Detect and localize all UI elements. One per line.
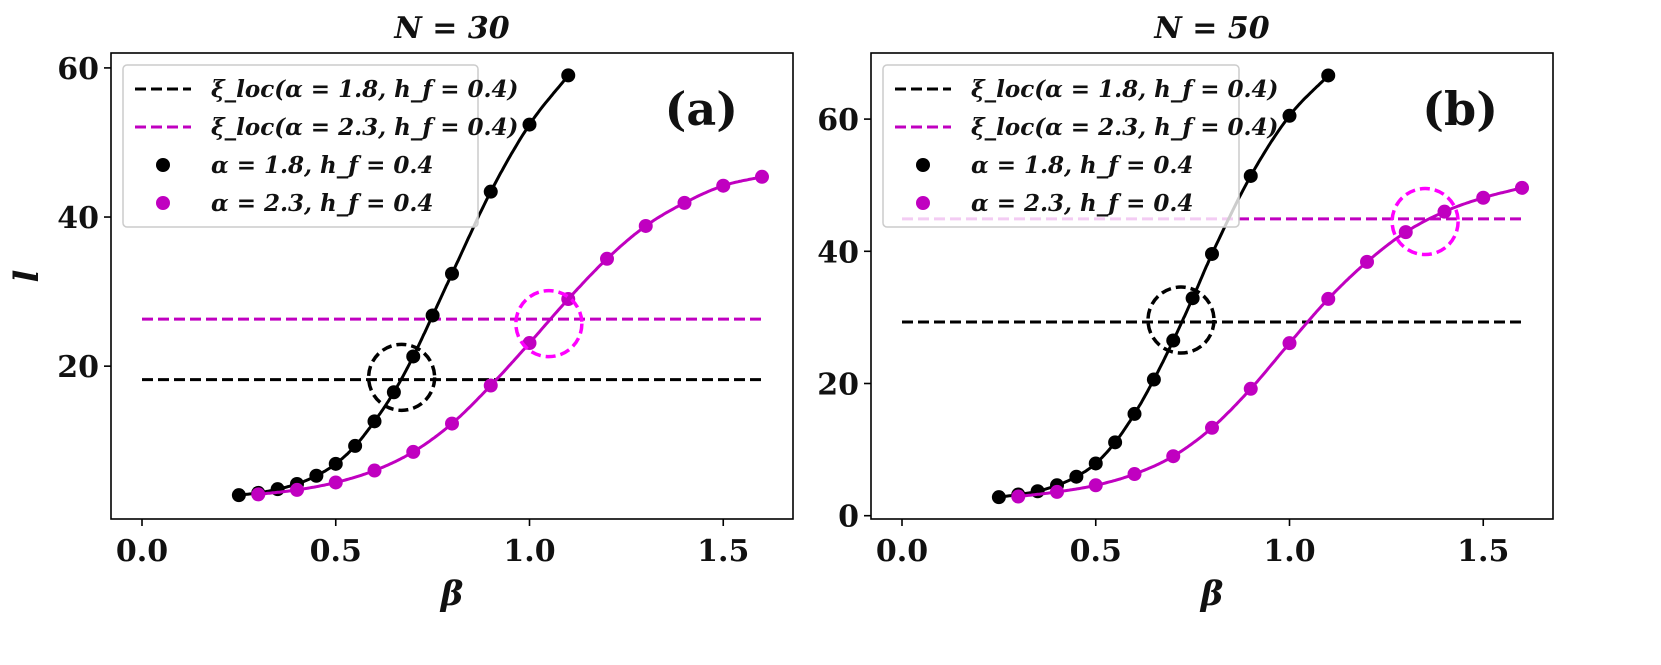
y-tick-label: 20	[57, 350, 99, 385]
data-point-alpha-1-8	[1088, 456, 1103, 471]
x-tick-label: 0.0	[876, 534, 928, 569]
legend-swatch-marker	[156, 158, 170, 172]
legend-entry-label: α = 2.3, h_f = 0.4	[971, 190, 1193, 217]
legend-entry-label: ξ_loc(α = 2.3, h_f = 0.4)	[211, 114, 518, 141]
x-tick-label: 0.0	[116, 534, 168, 569]
x-tick-label: 1.0	[1263, 534, 1315, 569]
y-tick-label: 60	[817, 103, 859, 138]
legend-entry-label: ξ_loc(α = 1.8, h_f = 0.4)	[211, 76, 518, 103]
data-point-alpha-1-8	[483, 184, 498, 199]
axes-frame	[870, 52, 1554, 520]
legend-entry-label: α = 1.8, h_f = 0.4	[211, 152, 433, 179]
data-point-alpha-2-3	[328, 475, 343, 490]
data-point-alpha-2-3	[1321, 291, 1336, 306]
legend-entry-label: α = 2.3, h_f = 0.4	[211, 190, 433, 217]
chart-panel-b: 0.0 0.5 1.0 1.5 0 20 40 60 N = 50 β ξ_loc(α = 1.8,…	[817, 11, 1554, 614]
data-point-alpha-2-3	[1166, 449, 1181, 464]
y-tick-label: 60	[57, 52, 99, 87]
data-point-alpha-2-3	[1088, 478, 1103, 493]
data-point-alpha-2-3	[406, 444, 421, 459]
data-point-alpha-2-3	[251, 487, 266, 502]
data-point-alpha-1-8	[1166, 333, 1181, 348]
data-point-alpha-1-8	[1321, 68, 1336, 83]
y-tick-label: 40	[57, 201, 99, 236]
data-point-alpha-1-8	[348, 438, 363, 453]
data-point-alpha-1-8	[309, 468, 324, 483]
data-point-alpha-1-8	[1108, 435, 1123, 450]
data-point-alpha-2-3	[677, 195, 692, 210]
data-point-alpha-2-3	[483, 378, 498, 393]
legend-swatch-marker	[916, 158, 930, 172]
data-point-alpha-2-3	[1011, 489, 1026, 504]
data-point-alpha-2-3	[1515, 180, 1529, 195]
data-point-alpha-2-3	[600, 251, 614, 266]
panel-label: (a)	[665, 82, 738, 136]
data-point-alpha-1-8	[1127, 406, 1142, 421]
chart-title: N = 50	[1153, 11, 1269, 46]
data-point-alpha-1-8	[386, 385, 401, 400]
data-point-alpha-2-3	[445, 416, 459, 431]
data-point-alpha-2-3	[1050, 484, 1064, 499]
data-point-alpha-2-3	[1205, 420, 1219, 435]
y-tick-label: 40	[817, 235, 859, 270]
data-point-alpha-2-3	[638, 218, 653, 233]
crossing-circle-black	[366, 342, 437, 413]
crossing-circle-black	[1146, 285, 1216, 355]
data-point-alpha-1-8	[1146, 372, 1161, 387]
data-point-alpha-1-8	[991, 490, 1006, 505]
y-tick-label: 20	[817, 367, 859, 402]
data-point-alpha-1-8	[406, 349, 421, 364]
data-point-alpha-1-8	[1205, 246, 1219, 261]
data-point-alpha-1-8	[445, 266, 459, 281]
x-axis-label: β	[1199, 574, 1224, 614]
x-tick-label: 0.5	[1070, 534, 1122, 569]
data-point-alpha-2-3	[1243, 381, 1258, 396]
crossing-circle-magenta	[1390, 186, 1460, 257]
legend-swatch-marker	[916, 196, 930, 210]
data-point-alpha-1-8	[1243, 168, 1258, 183]
y-tick-label: 0	[838, 500, 859, 535]
data-point-alpha-1-8	[1282, 108, 1297, 123]
legend: ξ_loc(α = 1.8, h_f = 0.4) ξ_loc(α = 2.3, …	[882, 64, 1278, 228]
legend-entry-label: α = 1.8, h_f = 0.4	[971, 152, 1193, 179]
data-point-alpha-2-3	[1437, 204, 1452, 219]
series-curve-alpha-2-3	[1018, 186, 1523, 498]
legend-entry-label: ξ_loc(α = 2.3, h_f = 0.4)	[971, 114, 1278, 141]
data-point-alpha-2-3	[290, 482, 304, 497]
data-point-alpha-2-3	[1360, 254, 1374, 269]
data-point-alpha-2-3	[367, 463, 382, 478]
data-point-alpha-1-8	[522, 117, 537, 132]
data-point-alpha-2-3	[1282, 336, 1297, 351]
panel-label: (b)	[1422, 82, 1498, 136]
legend-entry-label: ξ_loc(α = 1.8, h_f = 0.4)	[971, 76, 1278, 103]
chart-panel-a: 0.0 0.5 1.0 1.5 20 40 60 N = 30 β l ξ_loc(α = 1.8,…	[7, 11, 794, 614]
axes-frame	[110, 52, 794, 520]
data-point-alpha-1-8	[561, 68, 576, 83]
data-point-alpha-2-3	[1127, 467, 1142, 482]
x-tick-label: 1.5	[697, 534, 749, 569]
data-point-alpha-1-8	[1185, 291, 1200, 306]
data-point-alpha-1-8	[231, 488, 246, 503]
data-point-alpha-2-3	[1398, 225, 1413, 240]
x-tick-label: 0.5	[310, 534, 362, 569]
x-axis-label: β	[439, 574, 464, 614]
data-point-alpha-1-8	[1069, 469, 1084, 484]
x-tick-label: 1.0	[503, 534, 555, 569]
y-axis-label: l	[7, 269, 47, 282]
data-point-alpha-2-3	[1476, 190, 1491, 205]
legend-box	[882, 64, 1240, 228]
data-point-alpha-2-3	[716, 178, 731, 193]
chart-title: N = 30	[393, 11, 509, 46]
data-point-alpha-1-8	[367, 414, 382, 429]
data-point-alpha-1-8	[328, 456, 343, 471]
x-tick-label: 1.5	[1457, 534, 1509, 569]
legend: ξ_loc(α = 1.8, h_f = 0.4) ξ_loc(α = 2.3, …	[122, 64, 518, 228]
data-point-alpha-1-8	[425, 308, 440, 323]
legend-box	[122, 64, 479, 228]
legend-swatch-marker	[156, 196, 170, 210]
data-point-alpha-2-3	[755, 169, 769, 184]
crossing-circle-magenta	[514, 288, 584, 359]
